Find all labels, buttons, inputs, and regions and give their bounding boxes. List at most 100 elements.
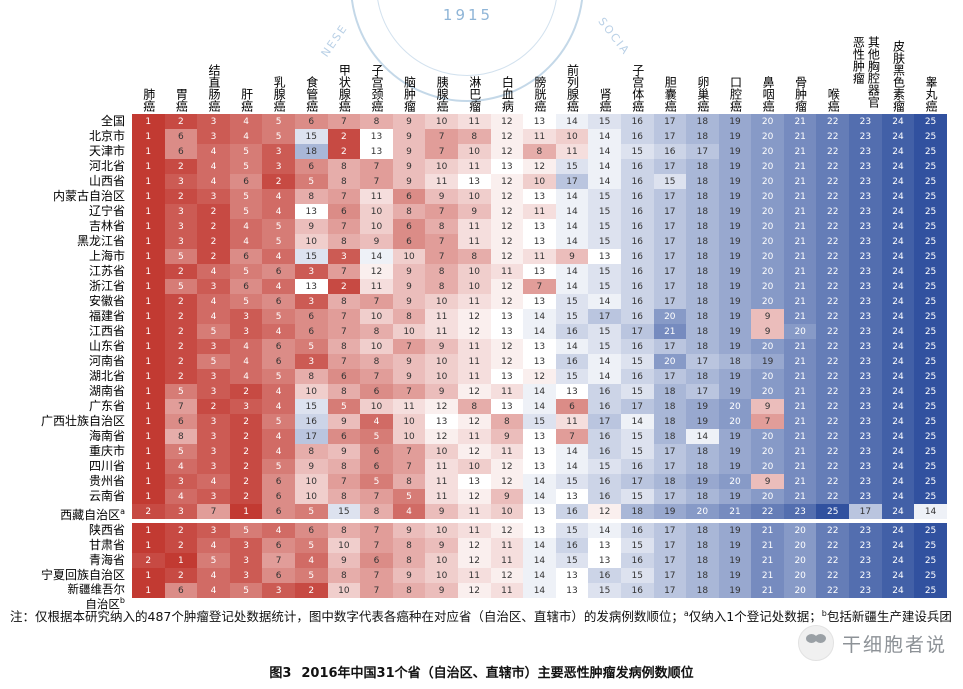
heatmap-cell: 3 (164, 504, 198, 519)
heatmap-cell: 25 (914, 583, 947, 598)
heatmap-cell: 25 (914, 219, 947, 234)
column-header-label: 食管癌 (304, 76, 319, 112)
cancer-rank-heatmap: 肺癌 胃癌 结直肠癌 肝癌 乳腺癌 食管癌 甲状腺癌 子宫颈癌 脑肿瘤 胰腺癌 淋巴瘤 白血病 膀胱癌 前… (6, 2, 947, 610)
heatmap-cell: 25 (914, 264, 947, 279)
heatmap-cell: 20 (718, 474, 752, 489)
heatmap-cell: 23 (849, 159, 882, 174)
heatmap-cell: 15 (588, 339, 621, 354)
heatmap-cell: 16 (653, 144, 687, 159)
heatmap-cell: 1 (132, 129, 165, 144)
heatmap-corner (6, 2, 132, 114)
heatmap-cell: 24 (881, 369, 915, 384)
heatmap-cell: 4 (229, 129, 263, 144)
heatmap-cell: 9 (392, 144, 426, 159)
heatmap-cell: 9 (751, 399, 784, 414)
heatmap-cell: 22 (816, 384, 850, 399)
heatmap-cell: 15 (555, 474, 589, 489)
heatmap-cell: 8 (360, 114, 393, 129)
row-label: 天津市 (88, 144, 125, 158)
heatmap-cell: 5 (229, 189, 263, 204)
column-header: 食管癌 (295, 2, 328, 114)
heatmap-cell: 12 (425, 399, 458, 414)
heatmap-cell: 18 (686, 159, 719, 174)
heatmap-cell: 19 (718, 219, 752, 234)
heatmap-cell: 25 (914, 129, 947, 144)
heatmap-cell: 2 (294, 583, 328, 598)
heatmap-cell: 10 (294, 489, 328, 504)
heatmap-cell: 21 (783, 249, 817, 264)
heatmap-cell: 23 (849, 324, 882, 339)
heatmap-cell: 10 (360, 204, 393, 219)
heatmap-cell: 10 (523, 174, 556, 189)
heatmap-cell: 1 (132, 309, 165, 324)
heatmap-cell: 4 (262, 384, 295, 399)
heatmap-cell: 14 (523, 489, 556, 504)
heatmap-cell: 7 (360, 369, 393, 384)
heatmap-cell: 6 (294, 114, 328, 129)
heatmap-cell: 11 (425, 309, 458, 324)
heatmap-cell: 11 (457, 114, 491, 129)
heatmap-cell: 20 (751, 384, 784, 399)
heatmap-cell: 20 (751, 144, 784, 159)
heatmap-cell: 9 (392, 568, 426, 583)
row-label: 广西壮族自治区 (40, 414, 125, 428)
heatmap-cell: 24 (881, 249, 915, 264)
heatmap-cell: 18 (718, 354, 752, 369)
column-header-label: 睾丸癌 (924, 76, 939, 112)
heatmap-cell: 10 (457, 279, 491, 294)
row-label: 新疆维吾尔 自治区b (67, 582, 126, 611)
heatmap-cell: 18 (686, 369, 719, 384)
heatmap-cell: 25 (914, 324, 947, 339)
heatmap-cell: 22 (816, 234, 850, 249)
heatmap-cell: 18 (686, 459, 719, 474)
heatmap-cell: 6 (262, 504, 295, 519)
heatmap-cell: 15 (555, 294, 589, 309)
heatmap-cell: 7 (425, 234, 458, 249)
heatmap-cell: 12 (490, 234, 524, 249)
heatmap-cell: 18 (686, 174, 719, 189)
heatmap-cell: 9 (294, 219, 328, 234)
heatmap-cell: 22 (816, 474, 850, 489)
heatmap-cell: 9 (425, 504, 458, 519)
heatmap-cell: 4 (197, 309, 230, 324)
heatmap-cell: 2 (132, 553, 165, 568)
heatmap-cell: 12 (425, 429, 458, 444)
heatmap-cell: 1 (132, 369, 165, 384)
row-label: 陕西省 (88, 523, 125, 537)
heatmap-cell: 23 (849, 144, 882, 159)
heatmap-cell: 18 (686, 489, 719, 504)
heatmap-cell: 20 (751, 429, 784, 444)
heatmap-cell: 6 (294, 159, 328, 174)
heatmap-cell: 23 (849, 553, 882, 568)
heatmap-cell: 5 (294, 568, 328, 583)
heatmap-cell: 4 (262, 444, 295, 459)
heatmap-cell: 4 (262, 249, 295, 264)
heatmap-cell: 21 (783, 369, 817, 384)
heatmap-cell: 21 (783, 204, 817, 219)
heatmap-cell: 10 (294, 234, 328, 249)
column-header: 膀胱癌 (523, 2, 556, 114)
row-label: 吉林省 (88, 219, 125, 233)
heatmap-cell: 6 (262, 294, 295, 309)
heatmap-cell: 4 (229, 114, 263, 129)
heatmap-cell: 9 (392, 264, 426, 279)
heatmap-cell: 14 (523, 309, 556, 324)
row-label: 安徽省 (88, 294, 125, 308)
heatmap-cell: 8 (327, 384, 361, 399)
heatmap-cell: 1 (132, 234, 165, 249)
heatmap-cell: 25 (914, 369, 947, 384)
heatmap-cell: 17 (653, 553, 687, 568)
heatmap-cell: 10 (457, 459, 491, 474)
heatmap-cell: 25 (914, 114, 947, 129)
heatmap-cell: 15 (294, 249, 328, 264)
heatmap-cell: 7 (392, 444, 426, 459)
heatmap-cell: 9 (392, 174, 426, 189)
heatmap-cell: 1 (132, 279, 165, 294)
heatmap-cell: 2 (197, 399, 230, 414)
heatmap-cell: 1 (132, 414, 165, 429)
heatmap-cell: 11 (457, 429, 491, 444)
heatmap-cell: 4 (262, 523, 295, 538)
heatmap-cell: 17 (653, 219, 687, 234)
heatmap-cell: 18 (686, 204, 719, 219)
heatmap-cell: 5 (229, 523, 263, 538)
